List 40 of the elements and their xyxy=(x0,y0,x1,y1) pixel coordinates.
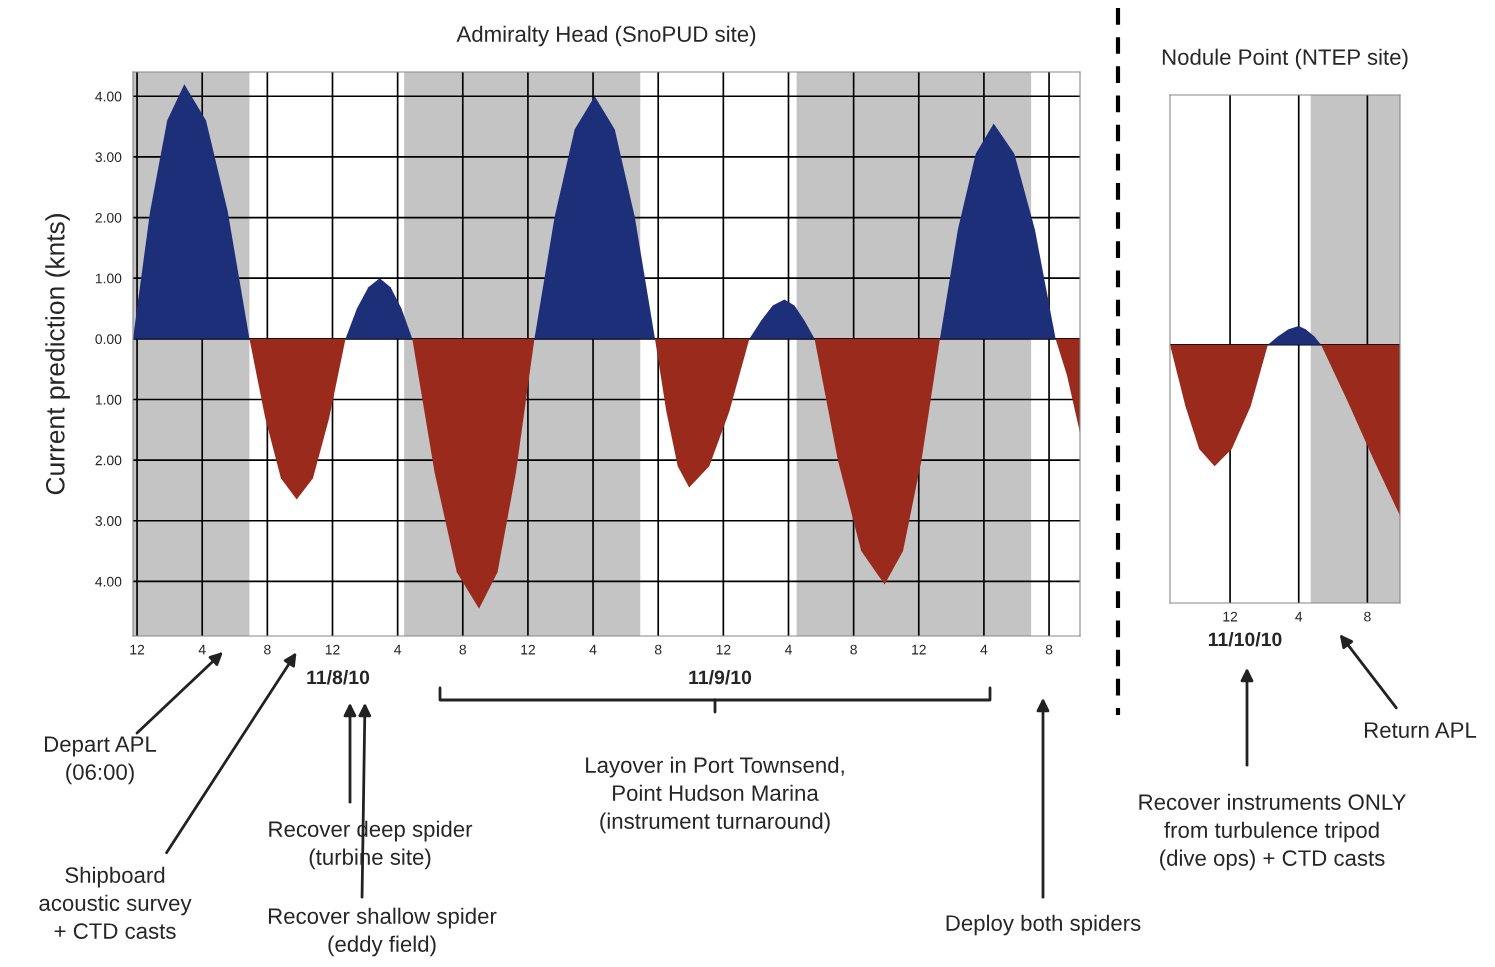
x-tick-label: 8 xyxy=(459,644,467,655)
text: Return APL xyxy=(1365,722,1477,738)
x-tick-label: 4 xyxy=(784,644,792,655)
x-tick-label: 8 xyxy=(1364,611,1371,622)
y-tick-label: 4.00 xyxy=(95,576,122,587)
x-tick-label: 12 xyxy=(325,644,340,655)
y-axis-title: Current prediction (knts) xyxy=(45,214,70,495)
chart-title: Admiralty Head (SnoPUD site) xyxy=(456,25,756,47)
y-tick-label: 3.00 xyxy=(95,152,122,163)
text: 11/8/10 xyxy=(307,669,370,685)
x-tick-label: 4 xyxy=(1295,611,1303,622)
x-tick-label: 4 xyxy=(394,644,402,655)
x-tick-label: 12 xyxy=(1223,611,1238,622)
x-tick-label: 4 xyxy=(589,644,597,655)
x-tick-label: 12 xyxy=(521,644,535,655)
text: Layover in Port Townsend, Point Hudson Marina (instrument turnaround) xyxy=(586,756,844,834)
y-tick-label: 3.00 xyxy=(95,516,122,526)
text: 11/10/10 xyxy=(1208,631,1282,647)
x-tick-label: 4 xyxy=(980,644,988,655)
y-tick-label: 1.00 xyxy=(95,394,122,405)
text: Recover shallow spider (eddy field) xyxy=(268,907,497,957)
x-tick-label: 8 xyxy=(1045,644,1053,655)
x-tick-label: 8 xyxy=(654,644,662,655)
x-tick-label: 12 xyxy=(716,644,731,655)
chart-title: Nodule Point (NTEP site) xyxy=(1162,48,1408,70)
x-tick-label: 8 xyxy=(264,644,271,655)
x-tick-label: 12 xyxy=(912,644,926,655)
text: Recover instruments ONLY from turbulence tripod (dive ops) + CTD casts xyxy=(1139,793,1406,871)
text: Deploy both spiders xyxy=(946,914,1141,936)
text: 11/9/10 xyxy=(689,669,752,685)
y-tick-label: 1.00 xyxy=(95,273,122,284)
y-tick-label: 2.00 xyxy=(95,455,122,466)
text: Shipboard acoustic survey + CTD casts xyxy=(39,866,192,939)
x-tick-label: 4 xyxy=(198,644,206,655)
x-tick-label: 12 xyxy=(130,644,145,655)
y-tick-label: 4.00 xyxy=(95,91,122,102)
y-tick-label: 2.00 xyxy=(95,212,122,223)
text: Depart APL (06:00) xyxy=(45,736,157,785)
x-tick-label: 8 xyxy=(850,644,857,655)
y-tick-label: 0.00 xyxy=(95,334,122,345)
